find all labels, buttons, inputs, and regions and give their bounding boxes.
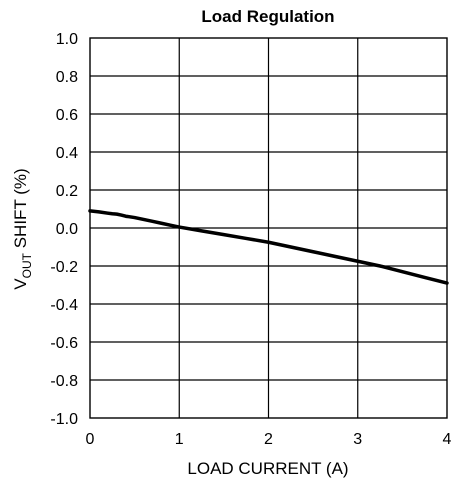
grid-lines (90, 38, 447, 418)
x-tick-label: 2 (264, 431, 273, 448)
plot-area-frame (89, 37, 448, 419)
y-axis-ticks: 1.0 0.8 0.6 0.4 0.2 0.0 -0.2 -0.4 -0.6 -0.8 -1.0 (50, 31, 78, 428)
y-tick-label: -0.2 (50, 259, 78, 276)
y-tick-label: 0.0 (56, 221, 78, 238)
y-tick-label: 0.2 (56, 183, 78, 200)
y-axis-label-rest: SHIFT (%) (11, 168, 30, 253)
y-tick-label: 0.6 (56, 107, 78, 124)
y-axis-label-main: V (11, 278, 30, 290)
load-regulation-series-line (88, 209, 449, 285)
x-tick-label: 0 (86, 431, 95, 448)
x-axis-ticks: 0 1 2 3 4 (86, 431, 452, 448)
x-tick-label: 1 (175, 431, 184, 448)
series-layer (88, 209, 449, 285)
y-axis-label-subscript: OUT (20, 252, 34, 278)
x-axis-label: LOAD CURRENT (A) (187, 459, 348, 478)
y-tick-label: 0.4 (56, 145, 78, 162)
y-tick-label: 0.8 (56, 69, 78, 86)
y-axis-label: VOUT SHIFT (%) (11, 168, 34, 289)
y-tick-label: -0.8 (50, 373, 78, 390)
y-tick-label: -1.0 (50, 411, 78, 428)
x-tick-label: 4 (443, 431, 452, 448)
chart-title: Load Regulation (201, 7, 334, 26)
y-tick-label: -0.4 (50, 297, 78, 314)
y-tick-label: -0.6 (50, 335, 78, 352)
y-tick-label: 1.0 (56, 31, 78, 48)
x-tick-label: 3 (353, 431, 362, 448)
